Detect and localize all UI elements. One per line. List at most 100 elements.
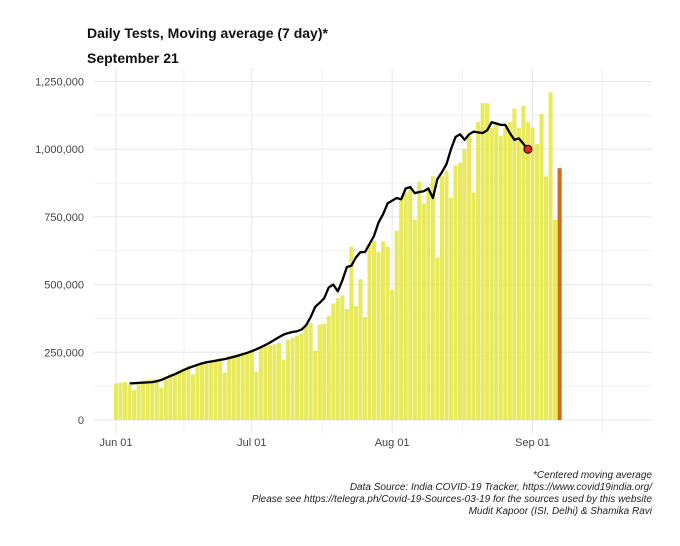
bar xyxy=(530,127,535,421)
bar-latest xyxy=(557,168,562,420)
bar xyxy=(199,362,205,420)
bar xyxy=(412,219,417,420)
bar xyxy=(426,187,431,420)
moving-average-line xyxy=(129,121,533,385)
bar xyxy=(209,361,214,420)
bar xyxy=(353,306,358,420)
x-tick-label: Aug 01 xyxy=(375,437,410,449)
bar xyxy=(290,337,295,420)
bar xyxy=(263,346,268,420)
bar xyxy=(444,170,449,420)
bar xyxy=(489,127,494,421)
bar xyxy=(498,135,503,420)
caption-note: *Centered moving average xyxy=(533,470,652,481)
bar xyxy=(150,379,155,420)
bar xyxy=(326,315,331,420)
bar xyxy=(390,290,395,420)
bar xyxy=(222,372,227,420)
caption-data-source: Data Source: India COVID-19 Tracker, htt… xyxy=(349,482,652,493)
bar xyxy=(163,376,168,420)
bar xyxy=(258,347,263,420)
bar xyxy=(394,230,399,420)
bar xyxy=(485,103,490,420)
bar xyxy=(285,339,291,420)
bar xyxy=(358,279,363,420)
bar xyxy=(525,122,530,421)
caption-sources-link: Please see https://telegra.ph/Covid-19-S… xyxy=(251,494,652,505)
bar xyxy=(430,176,435,420)
bar xyxy=(145,379,150,420)
bar xyxy=(494,122,499,421)
axis-ticks: 0 250,000 500,000 750,000 1,000,000 1,250,000… xyxy=(35,77,550,449)
bar xyxy=(123,382,128,420)
bar xyxy=(340,295,345,420)
bar xyxy=(403,192,408,420)
bar xyxy=(267,345,272,420)
bar xyxy=(344,308,349,420)
y-tick-label: 1,000,000 xyxy=(35,144,84,156)
bar xyxy=(299,333,304,420)
bar xyxy=(534,143,540,421)
bar xyxy=(371,241,377,420)
bar xyxy=(516,127,521,421)
bar xyxy=(507,122,512,421)
bar xyxy=(113,383,119,420)
bar xyxy=(503,127,508,421)
moving-average-path xyxy=(129,121,529,385)
bar xyxy=(245,351,250,420)
bar xyxy=(376,252,381,420)
bar xyxy=(317,324,322,420)
bar xyxy=(467,135,472,420)
bar xyxy=(362,317,368,420)
bar xyxy=(399,197,404,420)
bar xyxy=(544,176,549,420)
bar xyxy=(272,344,277,420)
bar xyxy=(254,371,259,420)
y-tick-label: 0 xyxy=(78,415,84,427)
bar xyxy=(177,370,182,420)
caption-authors: Mudit Kapoor (ISI, Delhi) & Shamika Ravi xyxy=(468,506,652,517)
bar xyxy=(218,358,223,420)
bar xyxy=(335,298,340,420)
bar xyxy=(553,219,558,420)
bar xyxy=(295,335,300,420)
bar xyxy=(381,241,386,420)
bar xyxy=(190,374,195,420)
x-tick-label: Jun 01 xyxy=(99,437,132,449)
x-tick-label: Sep 01 xyxy=(515,437,550,449)
bar xyxy=(453,165,458,420)
bar xyxy=(367,244,372,420)
bar xyxy=(136,382,141,420)
chart-subtitle: September 21 xyxy=(87,50,179,66)
bar xyxy=(539,114,544,421)
bar xyxy=(181,368,186,420)
bar xyxy=(195,363,200,420)
bar xyxy=(548,92,553,420)
bar xyxy=(154,378,159,420)
bar xyxy=(408,187,413,420)
bar xyxy=(168,374,173,420)
bar xyxy=(118,382,123,420)
y-tick-label: 250,000 xyxy=(44,347,84,359)
bar xyxy=(281,359,286,420)
bar xyxy=(521,105,526,421)
bar xyxy=(512,108,517,420)
bar xyxy=(172,373,177,420)
x-tick-label: Jul 01 xyxy=(237,437,266,449)
bar xyxy=(132,390,137,420)
bar xyxy=(462,149,467,420)
bar xyxy=(480,103,485,420)
bar xyxy=(236,353,241,420)
bar xyxy=(322,323,327,420)
y-tick-label: 500,000 xyxy=(44,280,84,292)
bar xyxy=(417,181,422,420)
bar xyxy=(213,359,218,420)
bar xyxy=(249,350,254,420)
bar xyxy=(471,192,476,420)
chart-title: Daily Tests, Moving average (7 day)* xyxy=(87,25,328,41)
latest-average-marker xyxy=(523,144,533,154)
bar xyxy=(421,203,426,420)
bar xyxy=(457,162,463,420)
bars xyxy=(113,92,562,421)
